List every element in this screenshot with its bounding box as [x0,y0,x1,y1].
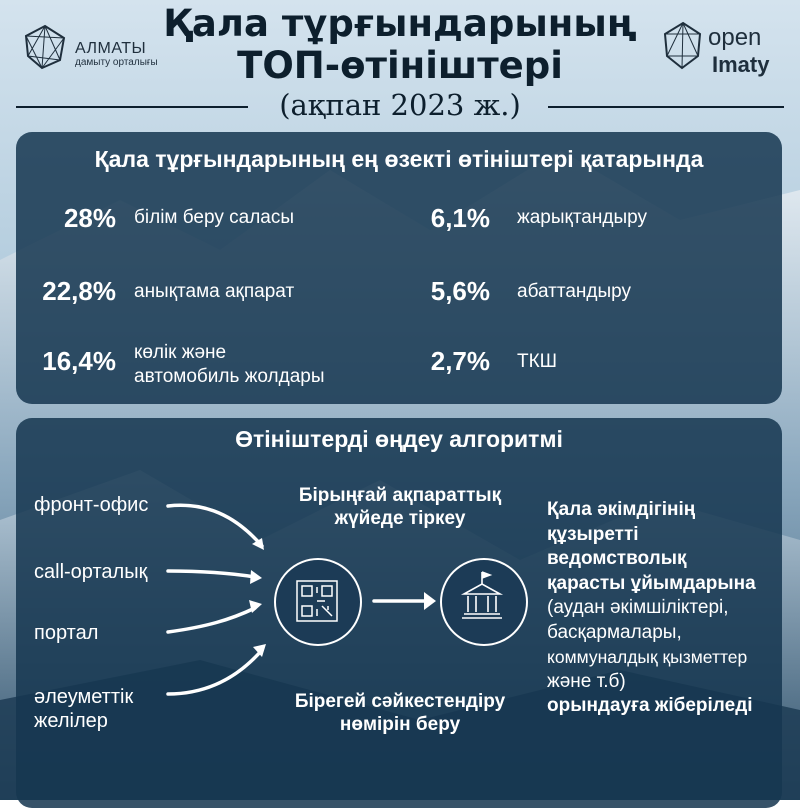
government-building-icon [460,571,504,619]
destination-bold-line2: құзыретті [547,523,639,545]
destination-text: Қала әкімдігінің құзыретті ведомстволық … [547,498,783,719]
source-social-line2: желілер [34,710,108,732]
open-logo-word: open [708,24,762,51]
destination-note-line1: (аудан әкімшіліктері, [547,597,729,618]
top-requests-title: Қала тұрғындарының ең өзекті өтініштері … [94,146,704,172]
stat-percent-education: 28% [63,203,116,233]
source-social-line1: әлеуметтік [34,686,134,708]
header-rule-right [548,106,784,108]
stat-percent-reference: 22,8% [42,276,116,306]
header-rule-left [16,106,248,108]
stat-label-transport-line1: көлік және [134,342,227,363]
open-almaty-logo-icon [663,21,702,70]
algorithm-panel [16,418,782,808]
stat-label-transport-line2: автомобиль жолдары [134,366,325,387]
algorithm-title: Өтініштерді өңдеу алгоритмі [235,426,563,452]
stat-percent-landscaping: 5,6% [430,276,490,306]
destination-note-line4: және т.б) [547,670,626,692]
top-requests-panel [16,132,782,404]
unique-number-line2: нөмірін беру [339,714,461,735]
unique-number-line1: Бірегей сәйкестендіру [294,691,506,712]
destination-note-line3: коммуналдық қызметтер [547,647,748,667]
page-title-line2: ТОП-өтініштері [237,44,563,87]
stat-label-landscaping: абаттандыру [517,281,632,302]
almaty-logo-name: АЛМАТЫ [75,40,147,57]
destination-bold-line4: қарасты ұйымдарына [547,572,756,594]
stat-label-education: білім беру саласы [134,207,294,228]
source-front-office: фронт-офис [34,494,149,516]
stat-percent-lighting: 6,1% [430,203,490,233]
stat-label-housing: ТКШ [517,351,558,372]
stat-label-reference: анықтама ақпарат [134,281,295,302]
destination-final-line: орындауға жіберіледі [547,695,753,716]
register-text-line2: жүйеде тіркеу [334,508,466,529]
destination-bold-line3: ведомстволық [547,548,687,569]
destination-note-line2: басқармалары, [547,621,682,643]
qr-code-icon [296,580,338,622]
source-portal: портал [34,622,99,644]
register-text-line1: Бірыңғай ақпараттық [298,485,502,506]
imaty-logo-word: Imaty [712,52,770,77]
stat-percent-transport: 16,4% [42,346,116,376]
destination-bold-line1: Қала әкімдігінің [547,499,696,520]
stat-label-lighting: жарықтандыру [517,207,647,228]
source-call-center: call-орталық [34,561,148,583]
stat-percent-housing: 2,7% [430,346,490,376]
qr-code-circle [274,558,362,646]
page-subtitle: (ақпан 2023 ж.) [279,88,521,122]
almaty-logo-icon [24,24,66,70]
page-title-line1: Қала тұрғындарының [163,2,637,45]
almaty-logo-tagline: дамыту орталығы [75,57,158,68]
